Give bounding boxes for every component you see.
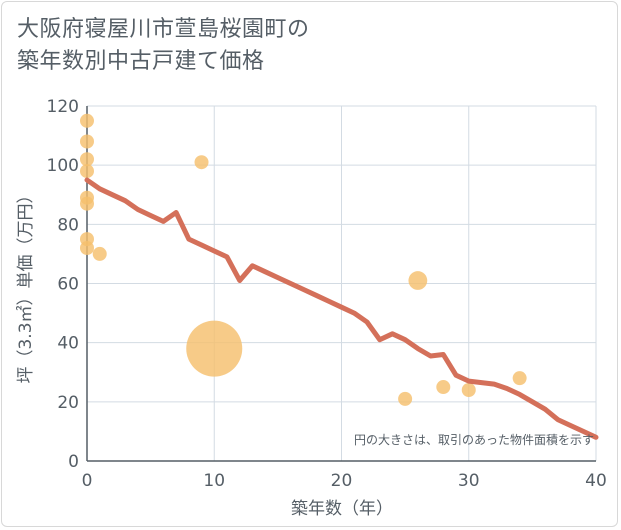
scatter-point bbox=[436, 380, 451, 395]
scatter-point bbox=[80, 113, 94, 128]
grid-lines bbox=[86, 105, 597, 462]
x-tick-label: 0 bbox=[82, 471, 93, 491]
scatter-point bbox=[80, 241, 94, 255]
scatter-point bbox=[92, 246, 107, 261]
x-axis-label: 築年数（年） bbox=[291, 499, 393, 519]
x-tick-label: 10 bbox=[203, 471, 225, 491]
scatter-point bbox=[80, 196, 94, 211]
y-tick-label: 100 bbox=[47, 156, 79, 176]
chart-title: 大阪府寝屋川市萱島桜園町の 築年数別中古戸建て価格 bbox=[17, 14, 310, 78]
y-tick-label: 120 bbox=[47, 97, 79, 117]
x-tick-label: 40 bbox=[585, 471, 607, 491]
scatter-points bbox=[80, 113, 527, 406]
scatter-point bbox=[461, 383, 476, 397]
scatter-point bbox=[80, 164, 94, 179]
x-tick-label: 20 bbox=[331, 471, 353, 491]
scatter-point bbox=[408, 271, 428, 290]
x-tick-label: 30 bbox=[458, 471, 480, 491]
y-tick-label: 80 bbox=[57, 215, 79, 235]
y-axis-label: 坪（3.3㎡）単価（万円） bbox=[16, 186, 36, 383]
trend-line-group bbox=[84, 177, 599, 440]
scatter-point bbox=[80, 152, 94, 167]
chart-title-line-1: 大阪府寝屋川市萱島桜園町の bbox=[17, 17, 310, 42]
tick-labels: 0 10 20 30 40 0 20 40 60 80 100 120 bbox=[47, 97, 607, 491]
y-tick-label: 0 bbox=[68, 452, 79, 472]
y-tick-label: 20 bbox=[57, 393, 79, 413]
scatter-point bbox=[398, 391, 413, 406]
y-tick-label: 60 bbox=[57, 275, 79, 295]
size-note: 円の大きさは、取引のあった物件面積を示す bbox=[354, 432, 594, 447]
scatter-point bbox=[186, 320, 243, 377]
scatter-point bbox=[512, 371, 527, 386]
scatter-point bbox=[80, 134, 94, 149]
y-tick-label: 40 bbox=[57, 334, 79, 354]
scatter-point bbox=[194, 155, 209, 170]
chart-title-line-2: 築年数別中古戸建て価格 bbox=[17, 49, 265, 74]
trend-line bbox=[84, 177, 599, 440]
